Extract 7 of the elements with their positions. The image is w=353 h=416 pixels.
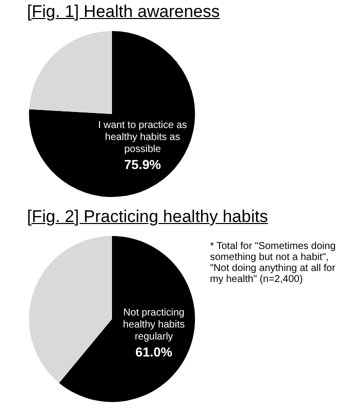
data-label: 61.0% xyxy=(135,344,173,360)
slice-label: I want to practice as healthy habits as possible xyxy=(98,120,188,155)
slice-label: Not practicing healthy habits regularly xyxy=(123,308,185,343)
data-label: 75.9% xyxy=(124,156,162,172)
chart-title: [Fig. 1] Health awareness xyxy=(27,2,220,22)
chart-title: [Fig. 2] Practicing healthy habits xyxy=(27,207,268,227)
text: * Total for "Sometimes doing something but not a habit", "Not doing anything at all for my health" (n=2,400) xyxy=(210,241,337,285)
